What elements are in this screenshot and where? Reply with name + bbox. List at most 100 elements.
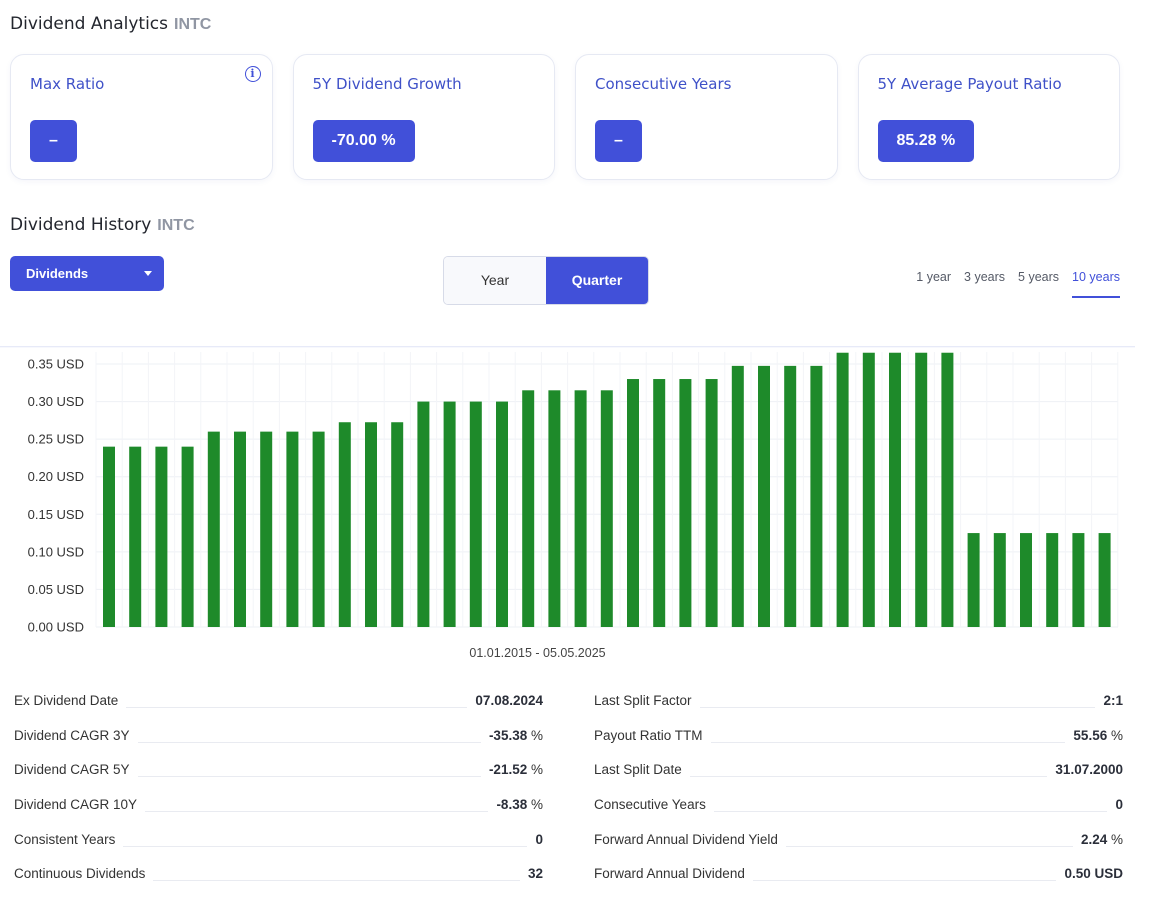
dividend-bar[interactable] (653, 379, 666, 627)
dividend-bar[interactable] (784, 365, 797, 627)
stat-value: 2.24 % (1072, 828, 1123, 851)
stat-value: 0 (527, 828, 543, 851)
range-5-years[interactable]: 5 years (1018, 270, 1060, 284)
stat-value: -21.52 % (480, 759, 543, 782)
dividend-bar[interactable] (443, 401, 456, 627)
stats-right-column: Last Split Factor 2:1 Payout Ratio TTM 55.5… (594, 690, 1123, 898)
card-label: Max Ratio (30, 75, 105, 93)
range-3-years[interactable]: 3 years (964, 270, 1006, 284)
stat-number: 55.56 (1073, 727, 1108, 743)
stat-number: 0 (1115, 797, 1123, 813)
history-title: Dividend History (10, 215, 152, 235)
metric-dropdown[interactable]: Dividends (10, 256, 164, 291)
dividend-bar[interactable] (1072, 533, 1085, 627)
dividend-bar[interactable] (129, 446, 142, 627)
stat-number: 0.50 USD (1064, 866, 1123, 882)
dividend-bar[interactable] (234, 431, 246, 627)
stat-value: 0.50 USD (1056, 863, 1123, 886)
dividend-bar[interactable] (207, 431, 220, 627)
dividend-bar[interactable] (993, 533, 1006, 627)
stat-number: 32 (527, 866, 543, 882)
stat-unit: % (530, 797, 543, 813)
dividend-bar[interactable] (181, 446, 194, 627)
dividend-bar[interactable] (758, 365, 770, 627)
stat-row: Dividend CAGR 3Y -35.38 % (14, 724, 543, 760)
dividend-bar[interactable] (889, 352, 901, 627)
stat-unit: % (530, 762, 543, 778)
info-icon[interactable]: i (244, 66, 261, 82)
dividend-bar[interactable] (496, 401, 508, 627)
dividend-bar[interactable] (862, 352, 875, 627)
range-10-years[interactable]: 10 years (1072, 270, 1120, 298)
stats-left-column: Ex Dividend Date 07.08.2024 Dividend CAGR … (14, 690, 543, 898)
card-value: – (595, 120, 642, 162)
dividend-bar[interactable] (1046, 533, 1059, 627)
dividend-bar[interactable] (338, 422, 351, 627)
y-tick-label: 0.05 USD (28, 582, 84, 597)
dividend-bar[interactable] (731, 365, 744, 627)
stat-row: Last Split Factor 2:1 (594, 690, 1123, 725)
dividend-bar[interactable] (469, 401, 482, 627)
stat-number: 31.07.2000 (1055, 762, 1123, 778)
stat-label: Last Split Factor (594, 690, 700, 712)
range-1-year[interactable]: 1 year (916, 270, 952, 284)
stat-row: Dividend CAGR 5Y -21.52 % (14, 759, 543, 794)
y-tick-label: 0.25 USD (28, 432, 84, 447)
stat-row: Consistent Years 0 (14, 828, 543, 864)
card-value: – (30, 120, 77, 162)
stat-number: 2:1 (1103, 693, 1123, 708)
dividend-bar[interactable] (417, 401, 430, 627)
dividend-bar[interactable] (391, 422, 404, 627)
analytics-title: Dividend Analytics (10, 14, 169, 34)
card-label: 5Y Average Payout Ratio (877, 75, 1062, 93)
chart-date-range: 01.01.2015 - 05.05.2025 (469, 646, 606, 660)
dividend-bar[interactable] (600, 390, 613, 627)
stat-label: Consistent Years (14, 828, 124, 851)
history-heading: Dividend History INTC (10, 215, 195, 235)
stat-row: Dividend CAGR 10Y -8.38 % (14, 794, 543, 829)
stat-number: 07.08.2024 (475, 693, 543, 708)
stat-label: Last Split Date (594, 759, 690, 782)
dividend-chart: 0.00 USD 0.05 USD 0.10 USD 0.15 USD 0.20 USD… (28, 352, 1119, 635)
stat-value: 32 (519, 863, 543, 886)
dividend-bar[interactable] (286, 431, 299, 627)
stat-label: Consecutive Years (594, 794, 714, 817)
stat-number: 0 (535, 831, 543, 847)
stat-label: Continuous Dividends (14, 863, 154, 886)
stat-label: Forward Annual Dividend (594, 863, 753, 886)
dividend-bar[interactable] (915, 352, 928, 627)
history-ticker: INTC (157, 217, 195, 234)
toggle-year[interactable]: Year (444, 257, 546, 304)
dividend-bar[interactable] (1020, 533, 1032, 627)
stat-number: -21.52 (488, 762, 528, 778)
dividend-bar[interactable] (836, 352, 849, 627)
dividend-bar[interactable] (365, 422, 377, 627)
dividend-bar[interactable] (522, 390, 535, 627)
dividend-bar[interactable] (155, 446, 168, 627)
dividend-bar[interactable] (627, 379, 639, 627)
dividend-bar[interactable] (312, 431, 325, 627)
stat-value: 07.08.2024 (467, 690, 543, 712)
dividend-bar[interactable] (1098, 533, 1111, 627)
toggle-quarter[interactable]: Quarter (546, 257, 648, 304)
stat-row: Consecutive Years 0 (594, 794, 1123, 829)
stat-value: -35.38 % (480, 724, 543, 747)
stat-row: Forward Annual Dividend Yield 2.24 % (594, 828, 1123, 864)
y-tick-label: 0.20 USD (28, 469, 84, 484)
card-5y-dividend-growth: 5Y Dividend Growth -70.00 % (292, 54, 555, 180)
dividend-bar[interactable] (679, 379, 692, 627)
stat-unit: % (1110, 831, 1123, 847)
stat-unit: % (530, 727, 543, 743)
dividend-bar[interactable] (967, 533, 980, 627)
chart-divider (0, 346, 1135, 348)
dividend-bar[interactable] (941, 352, 954, 627)
dividend-bar[interactable] (705, 379, 718, 627)
dividend-bar[interactable] (574, 390, 587, 627)
period-toggle: Year Quarter (443, 256, 649, 305)
stat-row: Payout Ratio TTM 55.56 % (594, 724, 1123, 760)
dividend-bar[interactable] (103, 446, 115, 627)
dividend-bar[interactable] (548, 390, 561, 627)
dividend-bar[interactable] (810, 365, 823, 627)
dividend-bar[interactable] (260, 431, 273, 627)
y-tick-label: 0.10 USD (28, 544, 84, 559)
